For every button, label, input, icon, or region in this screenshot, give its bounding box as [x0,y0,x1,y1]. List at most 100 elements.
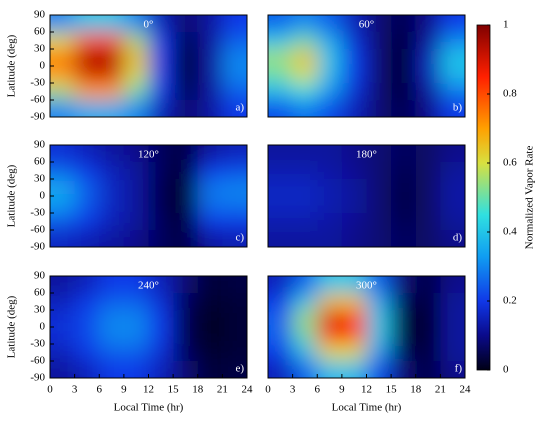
heat-cell [391,230,417,247]
y-tick-label: 60 [34,156,46,168]
heat-cell [123,162,149,180]
heat-cell [148,327,174,345]
heat-cell [341,66,367,84]
heat-cell [415,230,441,247]
heat-cell [50,276,76,294]
colorbar-tick-label: 0.6 [503,157,517,169]
heat-cell [148,179,174,197]
heat-cell [50,145,76,163]
x-tick-label: 3 [290,384,296,396]
heat-cell [222,213,247,231]
heat-cell [440,32,465,50]
heatmap [50,276,247,378]
heat-cell [317,162,343,180]
heat-cell [99,162,125,180]
heat-cell [268,276,294,294]
heat-cell [440,196,465,214]
heat-cell [292,66,318,84]
heat-cell [173,230,199,247]
heat-cell [415,66,441,84]
heat-cell [74,310,100,328]
y-tick-label: 60 [34,26,46,38]
heat-cell [268,196,294,214]
heat-cell [222,83,247,101]
heat-cell [440,230,465,247]
heat-cell [341,196,367,214]
heat-cell [123,66,149,84]
heat-cell [440,66,465,84]
panel-label: a) [235,102,244,114]
heat-cell [415,32,441,50]
heat-cell [173,361,199,378]
heat-cell [366,49,392,67]
heat-cell [222,344,247,362]
heat-cell [197,327,223,345]
heat-cell [148,162,174,180]
x-tick-label: 12 [143,384,154,396]
heat-cell [197,100,223,117]
heat-cell [173,66,199,84]
heat-cell [50,361,76,378]
heat-cell [341,276,367,294]
heat-cell [391,344,417,362]
y-axis-label: Latitude (deg) [6,164,18,227]
heat-cell [222,100,247,117]
heat-cell [123,344,149,362]
heat-cell [341,361,367,378]
heat-cell [268,213,294,231]
heat-cell [391,310,417,328]
heat-cell [415,310,441,328]
heat-cell [268,145,294,163]
heat-cell [74,49,100,67]
heat-cell [148,145,174,163]
heat-cell [173,310,199,328]
heat-cell [148,15,174,33]
heat-cell [292,32,318,50]
heat-cell [415,344,441,362]
heat-cell [197,15,223,33]
heat-cell [173,32,199,50]
heat-cell [415,196,441,214]
heat-cell [440,49,465,67]
heat-cell [268,83,294,101]
y-tick-label: 30 [34,43,46,55]
heat-cell [197,213,223,231]
colorbar [476,24,491,371]
heat-cell [366,196,392,214]
heat-cell [391,49,417,67]
heat-cell [317,179,343,197]
heat-cell [99,327,125,345]
heat-cell [317,83,343,101]
heat-cell [341,327,367,345]
heat-cell [366,32,392,50]
heat-cell [415,276,441,294]
x-tick-label: 0 [47,384,53,396]
heat-cell [222,32,247,50]
heat-cell [292,327,318,345]
heat-cell [197,83,223,101]
panel-label: d) [453,232,463,244]
heat-cell [74,344,100,362]
heat-cell [50,230,76,247]
panel [50,145,247,247]
y-tick-label: -90 [30,372,45,384]
heat-cell [99,361,125,378]
heat-cell [292,361,318,378]
heat-cell [99,196,125,214]
x-tick-label: 21 [435,384,446,396]
heat-cell [366,145,392,163]
x-tick-label: 21 [217,384,228,396]
heat-cell [123,145,149,163]
panel-title: 240° [138,280,159,292]
heat-cell [173,162,199,180]
x-tick-label: 12 [361,384,372,396]
heat-cell [99,230,125,247]
heat-cell [50,293,76,311]
heat-cell [173,344,199,362]
heat-cell [366,179,392,197]
y-tick-label: 0 [40,60,46,72]
heat-cell [222,179,247,197]
x-tick-label: 15 [168,384,180,396]
heat-cell [222,327,247,345]
